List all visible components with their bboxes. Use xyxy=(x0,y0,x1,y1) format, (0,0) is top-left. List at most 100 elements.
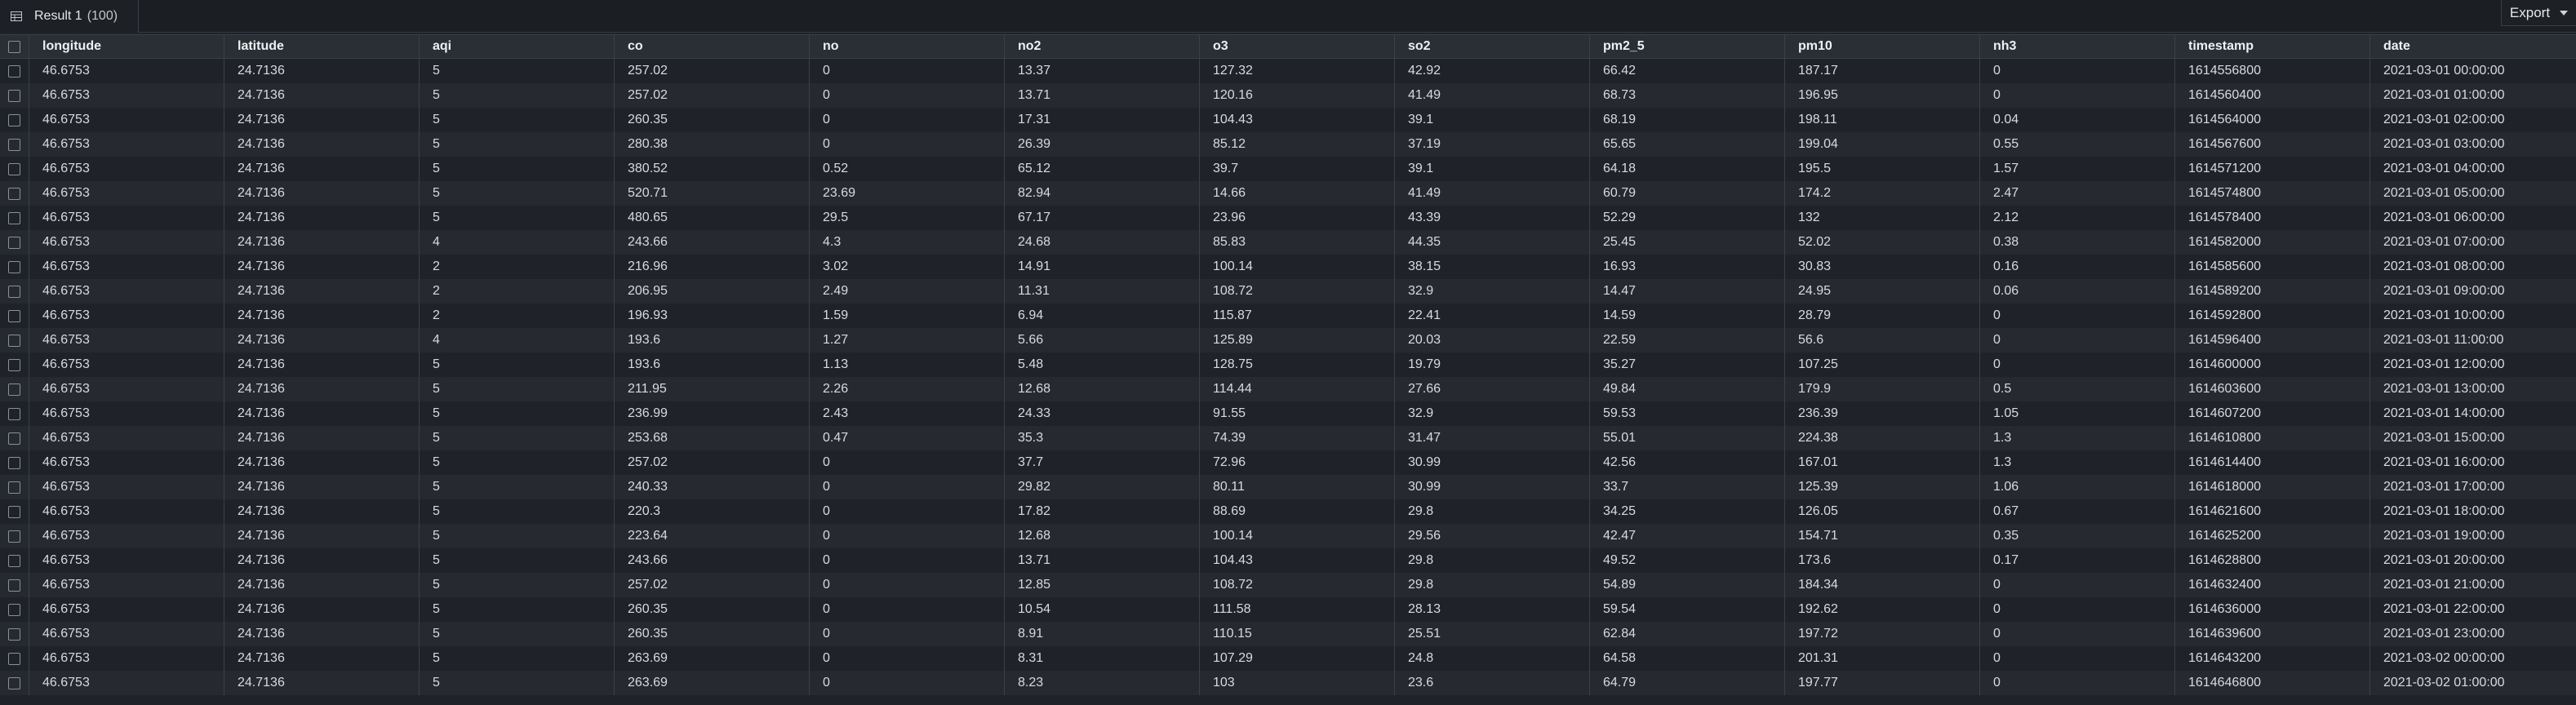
row-checkbox[interactable] xyxy=(8,627,20,641)
cell-no2[interactable]: 13.71 xyxy=(1005,548,1200,573)
cell-timestamp[interactable]: 1614567600 xyxy=(2175,132,2370,157)
cell-pm2-5[interactable]: 65.65 xyxy=(1590,132,1785,157)
cell-co[interactable]: 243.66 xyxy=(615,548,810,573)
cell-timestamp[interactable]: 1614596400 xyxy=(2175,328,2370,352)
cell-pm2-5[interactable]: 14.59 xyxy=(1590,304,1785,328)
cell-date[interactable]: 2021-03-01 00:00:00 xyxy=(2383,64,2505,78)
cell-date[interactable]: 2021-03-01 01:00:00 xyxy=(2383,88,2505,102)
cell-longitude[interactable]: 46.6753 xyxy=(29,304,224,328)
cell-no[interactable]: 0 xyxy=(810,646,1005,671)
column-header-timestamp[interactable]: timestamp xyxy=(2175,35,2370,58)
cell-latitude[interactable]: 24.7136 xyxy=(224,352,420,377)
cell-so2[interactable]: 30.99 xyxy=(1395,450,1590,475)
cell-timestamp[interactable]: 1614643200 xyxy=(2175,646,2370,671)
cell-date[interactable]: 2021-03-01 19:00:00 xyxy=(2383,529,2505,543)
table-row[interactable]: 46.6753 24.7136 5 257.02 0 37.7 72.96 30.99 42.5… xyxy=(0,450,2576,475)
cell-aqi[interactable]: 5 xyxy=(420,475,615,499)
row-checkbox[interactable] xyxy=(8,236,20,249)
cell-date[interactable]: 2021-03-01 21:00:00 xyxy=(2383,578,2505,592)
cell-nh3[interactable]: 0.55 xyxy=(1980,132,2175,157)
cell-latitude[interactable]: 24.7136 xyxy=(224,646,420,671)
cell-o3[interactable]: 85.12 xyxy=(1200,132,1395,157)
cell-latitude[interactable]: 24.7136 xyxy=(224,450,420,475)
row-checkbox[interactable] xyxy=(8,89,20,102)
cell-no[interactable]: 23.69 xyxy=(810,181,1005,206)
cell-co[interactable]: 257.02 xyxy=(615,573,810,597)
column-header-pm2-5[interactable]: pm2_5 xyxy=(1590,35,1785,58)
cell-pm10[interactable]: 201.31 xyxy=(1785,646,1980,671)
row-checkbox[interactable] xyxy=(8,579,20,592)
cell-pm10[interactable]: 187.17 xyxy=(1785,59,1980,83)
cell-aqi[interactable]: 5 xyxy=(420,597,615,622)
cell-co[interactable]: 253.68 xyxy=(615,426,810,450)
cell-no[interactable]: 1.13 xyxy=(810,352,1005,377)
cell-so2[interactable]: 29.8 xyxy=(1395,573,1590,597)
cell-date[interactable]: 2021-03-01 08:00:00 xyxy=(2383,259,2505,273)
column-header-nh3[interactable]: nh3 xyxy=(1980,35,2175,58)
cell-no[interactable]: 2.43 xyxy=(810,401,1005,426)
cell-o3[interactable]: 125.89 xyxy=(1200,328,1395,352)
cell-no[interactable]: 0 xyxy=(810,548,1005,573)
cell-nh3[interactable]: 0 xyxy=(1980,83,2175,108)
cell-pm2-5[interactable]: 42.56 xyxy=(1590,450,1785,475)
cell-no2[interactable]: 14.91 xyxy=(1005,255,1200,279)
cell-no[interactable]: 0 xyxy=(810,524,1005,548)
row-checkbox[interactable] xyxy=(8,652,20,665)
cell-no[interactable]: 0 xyxy=(810,597,1005,622)
table-row[interactable]: 46.6753 24.7136 5 220.3 0 17.82 88.69 29.8 34.25… xyxy=(0,499,2576,524)
column-header-co[interactable]: co xyxy=(615,35,810,58)
cell-aqi[interactable]: 4 xyxy=(420,230,615,255)
cell-latitude[interactable]: 24.7136 xyxy=(224,622,420,646)
cell-timestamp[interactable]: 1614628800 xyxy=(2175,548,2370,573)
cell-so2[interactable]: 29.56 xyxy=(1395,524,1590,548)
cell-o3[interactable]: 120.16 xyxy=(1200,83,1395,108)
cell-pm10[interactable]: 167.01 xyxy=(1785,450,1980,475)
row-checkbox[interactable] xyxy=(8,554,20,567)
table-row[interactable]: 46.6753 24.7136 5 193.6 1.13 5.48 128.75 19.79 3… xyxy=(0,352,2576,377)
table-row[interactable]: 46.6753 24.7136 5 211.95 2.26 12.68 114.44 27.6… xyxy=(0,377,2576,401)
table-row[interactable]: 46.6753 24.7136 5 263.69 0 8.23 103 23.6 64.79 19… xyxy=(0,671,2576,695)
cell-so2[interactable]: 19.79 xyxy=(1395,352,1590,377)
cell-date[interactable]: 2021-03-01 18:00:00 xyxy=(2383,504,2505,518)
cell-co[interactable]: 211.95 xyxy=(615,377,810,401)
cell-o3[interactable]: 104.43 xyxy=(1200,108,1395,132)
cell-longitude[interactable]: 46.6753 xyxy=(29,597,224,622)
cell-co[interactable]: 196.93 xyxy=(615,304,810,328)
cell-latitude[interactable]: 24.7136 xyxy=(224,279,420,304)
cell-longitude[interactable]: 46.6753 xyxy=(29,475,224,499)
cell-timestamp[interactable]: 1614578400 xyxy=(2175,206,2370,230)
cell-pm2-5[interactable]: 16.93 xyxy=(1590,255,1785,279)
cell-latitude[interactable]: 24.7136 xyxy=(224,426,420,450)
cell-co[interactable]: 263.69 xyxy=(615,646,810,671)
cell-no[interactable]: 0 xyxy=(810,499,1005,524)
cell-longitude[interactable]: 46.6753 xyxy=(29,646,224,671)
tab-result-1[interactable]: Result 1 (100) xyxy=(0,0,139,33)
cell-o3[interactable]: 74.39 xyxy=(1200,426,1395,450)
row-checkbox[interactable] xyxy=(8,603,20,616)
cell-date[interactable]: 2021-03-01 06:00:00 xyxy=(2383,211,2505,224)
column-header-date[interactable]: date xyxy=(2383,39,2410,53)
table-row[interactable]: 46.6753 24.7136 4 193.6 1.27 5.66 125.89 20.03 2… xyxy=(0,328,2576,352)
column-header-longitude[interactable]: longitude xyxy=(29,35,224,58)
cell-aqi[interactable]: 5 xyxy=(420,401,615,426)
cell-timestamp[interactable]: 1614625200 xyxy=(2175,524,2370,548)
cell-aqi[interactable]: 5 xyxy=(420,181,615,206)
table-row[interactable]: 46.6753 24.7136 5 253.68 0.47 35.3 74.39 31.47 5… xyxy=(0,426,2576,450)
cell-pm2-5[interactable]: 42.47 xyxy=(1590,524,1785,548)
cell-nh3[interactable]: 0.38 xyxy=(1980,230,2175,255)
cell-aqi[interactable]: 5 xyxy=(420,499,615,524)
cell-nh3[interactable]: 0.04 xyxy=(1980,108,2175,132)
cell-so2[interactable]: 31.47 xyxy=(1395,426,1590,450)
cell-timestamp[interactable]: 1614571200 xyxy=(2175,157,2370,181)
cell-nh3[interactable]: 0.06 xyxy=(1980,279,2175,304)
cell-nh3[interactable]: 0.16 xyxy=(1980,255,2175,279)
row-checkbox[interactable] xyxy=(8,530,20,543)
cell-date[interactable]: 2021-03-01 03:00:00 xyxy=(2383,137,2505,151)
cell-o3[interactable]: 114.44 xyxy=(1200,377,1395,401)
cell-pm10[interactable]: 132 xyxy=(1785,206,1980,230)
cell-co[interactable]: 257.02 xyxy=(615,450,810,475)
row-checkbox[interactable] xyxy=(8,334,20,347)
cell-latitude[interactable]: 24.7136 xyxy=(224,499,420,524)
cell-so2[interactable]: 38.15 xyxy=(1395,255,1590,279)
cell-pm10[interactable]: 199.04 xyxy=(1785,132,1980,157)
